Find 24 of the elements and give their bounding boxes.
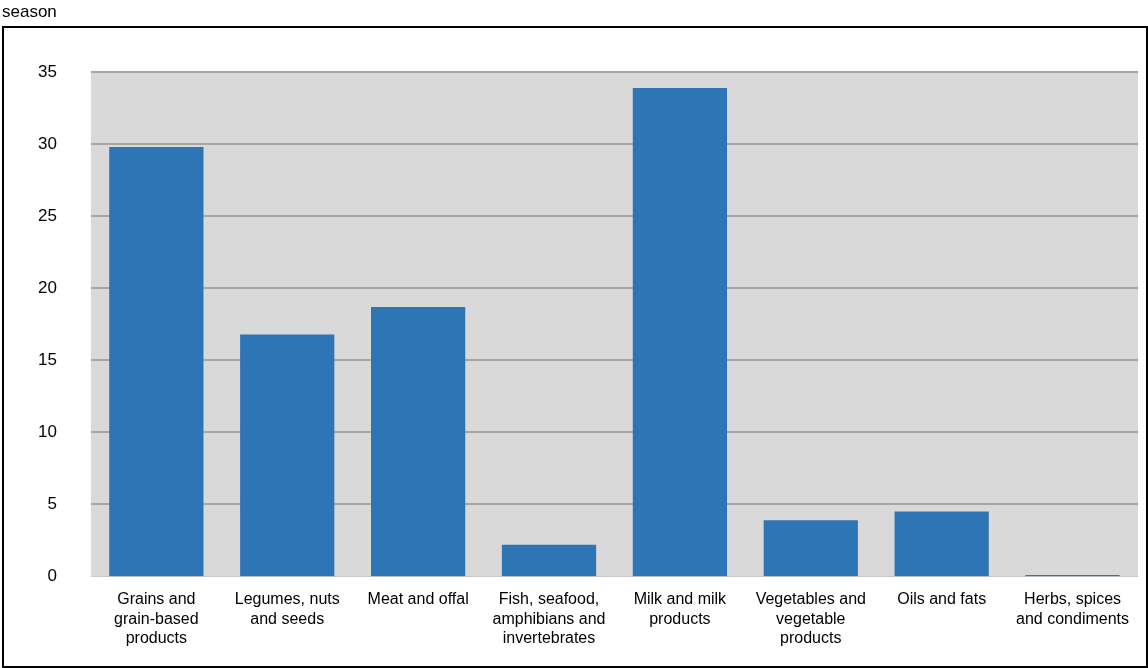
x-tick-label: Grains and grain-based products (114, 590, 199, 646)
y-tick-label: 5 (47, 494, 57, 514)
bar (109, 147, 204, 577)
x-tick-label: Milk and milk products (633, 590, 728, 627)
bar (632, 88, 728, 577)
x-tick-label: Legumes, nuts and seeds (234, 590, 340, 627)
y-tick-label: 30 (37, 133, 57, 153)
chart-title: season (2, 2, 57, 22)
x-tick-label: Oils and fats (897, 590, 987, 608)
y-tick-label: 20 (37, 277, 57, 297)
x-tick-label: Herbs, spices and condiments (1016, 590, 1130, 627)
bar (371, 307, 466, 577)
x-tick-label: Meat and offal (367, 590, 469, 608)
x-tick-label: Fish, seafood, amphibians and invertebrates (492, 590, 606, 646)
x-tick-label: Vegetables and vegetable products (755, 590, 866, 646)
y-tick-label: 25 (37, 205, 57, 225)
y-tick-label: 10 (37, 422, 57, 442)
y-tick-label: 35 (37, 61, 57, 81)
y-tick-label: 15 (37, 350, 57, 369)
bar (501, 544, 597, 577)
y-tick-label: 0 (47, 566, 57, 586)
bar (763, 520, 858, 577)
bar (240, 334, 335, 577)
bar (894, 511, 989, 577)
